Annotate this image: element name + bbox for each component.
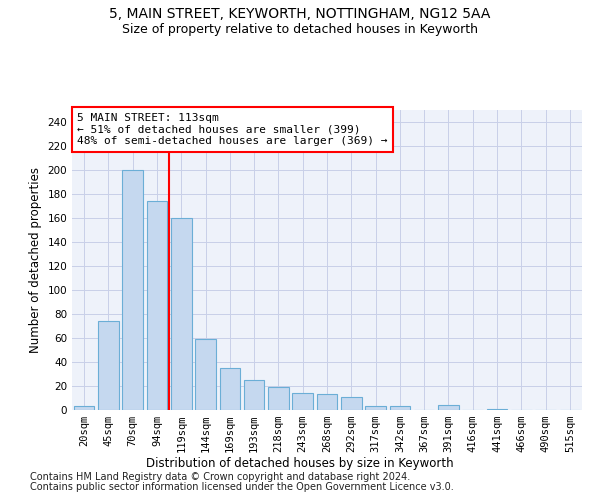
Bar [268,387,289,410]
Text: Size of property relative to detached houses in Keyworth: Size of property relative to detached ho… [122,22,478,36]
Bar [365,406,386,410]
Text: 5, MAIN STREET, KEYWORTH, NOTTINGHAM, NG12 5AA: 5, MAIN STREET, KEYWORTH, NOTTINGHAM, NG… [109,8,491,22]
Text: Distribution of detached houses by size in Keyworth: Distribution of detached houses by size … [146,458,454,470]
Bar [487,409,508,410]
Bar [438,405,459,410]
Bar [146,201,167,410]
Bar [74,406,94,410]
Bar [244,380,265,410]
Bar [171,218,191,410]
Bar [317,394,337,410]
Bar [292,393,313,410]
Bar [98,321,119,410]
Bar [220,368,240,410]
Text: 5 MAIN STREET: 113sqm
← 51% of detached houses are smaller (399)
48% of semi-det: 5 MAIN STREET: 113sqm ← 51% of detached … [77,113,388,146]
Text: Contains public sector information licensed under the Open Government Licence v3: Contains public sector information licen… [30,482,454,492]
Bar [389,406,410,410]
Bar [122,170,143,410]
Text: Contains HM Land Registry data © Crown copyright and database right 2024.: Contains HM Land Registry data © Crown c… [30,472,410,482]
Bar [341,397,362,410]
Y-axis label: Number of detached properties: Number of detached properties [29,167,42,353]
Bar [195,339,216,410]
